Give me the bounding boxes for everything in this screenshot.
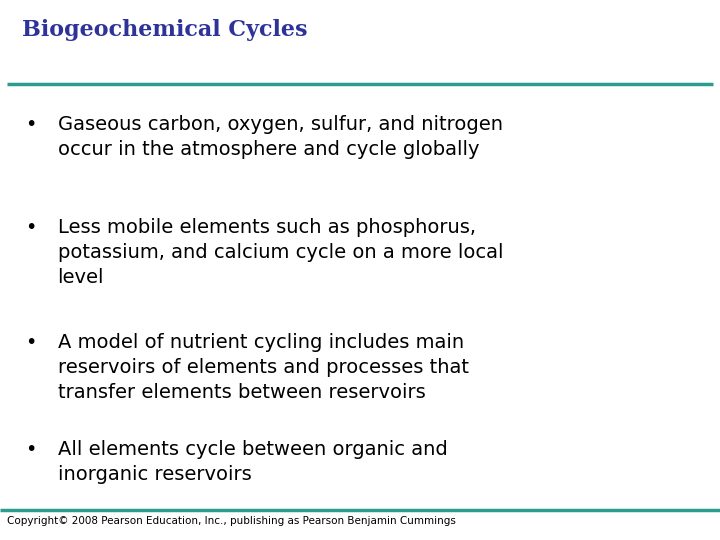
Text: •: • — [25, 218, 37, 237]
Text: Gaseous carbon, oxygen, sulfur, and nitrogen
occur in the atmosphere and cycle g: Gaseous carbon, oxygen, sulfur, and nitr… — [58, 115, 503, 159]
Text: Copyright© 2008 Pearson Education, Inc., publishing as Pearson Benjamin Cummings: Copyright© 2008 Pearson Education, Inc.,… — [7, 516, 456, 526]
Text: •: • — [25, 333, 37, 352]
Text: A model of nutrient cycling includes main
reservoirs of elements and processes t: A model of nutrient cycling includes mai… — [58, 333, 469, 402]
Text: Less mobile elements such as phosphorus,
potassium, and calcium cycle on a more : Less mobile elements such as phosphorus,… — [58, 218, 503, 287]
Text: Biogeochemical Cycles: Biogeochemical Cycles — [22, 19, 307, 41]
Text: •: • — [25, 440, 37, 459]
Text: All elements cycle between organic and
inorganic reservoirs: All elements cycle between organic and i… — [58, 440, 447, 484]
Text: •: • — [25, 115, 37, 134]
